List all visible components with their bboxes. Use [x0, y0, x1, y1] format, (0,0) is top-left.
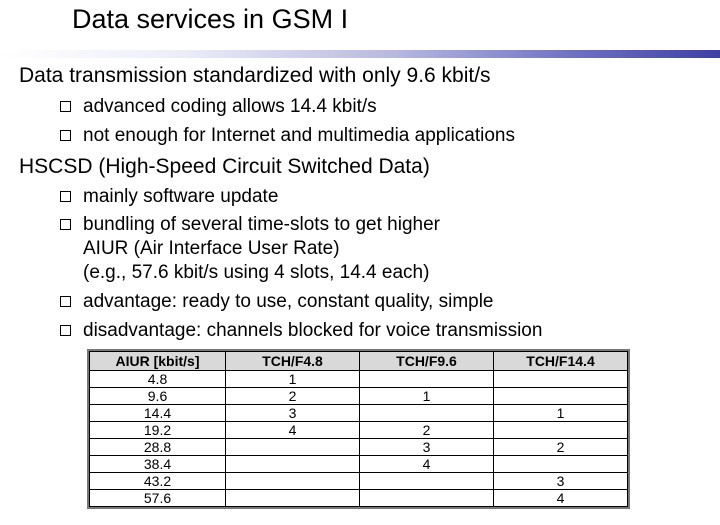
sub-bullet-bundling: bundling of several time-slots to get hi…: [60, 213, 440, 285]
checkbox-bullet-icon: [60, 191, 71, 202]
table-cell: [359, 472, 494, 490]
sub-bullet-text: bundling of several time-slots to get hi…: [83, 213, 440, 285]
table-row: 19.2 4 2: [89, 421, 628, 439]
sub-bullet-advantage: advantage: ready to use, constant qualit…: [60, 290, 494, 314]
sub-bullet-disadvantage: disadvantage: channels blocked for voice…: [60, 319, 542, 343]
bullet-hscsd: HSCSD (High-Speed Circuit Switched Data): [19, 155, 430, 178]
table-cell: 1: [225, 370, 360, 388]
table-row: 57.6 4: [89, 489, 628, 507]
table-cell: 2: [493, 438, 628, 456]
table-cell: 57.6: [89, 489, 226, 507]
table-cell: [225, 438, 360, 456]
table-row: 4.8 1: [89, 370, 628, 388]
sub-bullet-text: disadvantage: channels blocked for voice…: [83, 320, 543, 341]
table-cell: [359, 404, 494, 422]
table-row: 43.2 3: [89, 472, 628, 490]
table-cell: 9.6: [89, 387, 226, 405]
bundling-line-2: AIUR (Air Interface User Rate): [83, 238, 340, 259]
checkbox-bullet-icon: [60, 325, 71, 336]
sub-bullet-not-enough: not enough for Internet and multimedia a…: [60, 124, 515, 148]
table-cell: [225, 489, 360, 507]
sub-bullet-text: not enough for Internet and multimedia a…: [83, 125, 515, 146]
table-cell: 4: [493, 489, 628, 507]
table-row: 9.6 2 1: [89, 387, 628, 405]
table-cell: 14.4: [89, 404, 226, 422]
table-header-cell: TCH/F4.8: [225, 351, 360, 371]
sub-bullet-text: advantage: ready to use, constant qualit…: [83, 291, 494, 312]
checkbox-bullet-icon: [60, 130, 71, 141]
title-gradient-bar: [0, 50, 720, 58]
sub-bullet-software-update: mainly software update: [60, 185, 278, 209]
slide-title: Data services in GSM I: [72, 4, 349, 34]
aiur-slots-table: AIUR [kbit/s] TCH/F4.8 TCH/F9.6 TCH/F14.…: [87, 349, 630, 509]
table-cell: 1: [359, 387, 494, 405]
table-row: 14.4 3 1: [89, 404, 628, 422]
table-header-cell: AIUR [kbit/s]: [89, 351, 226, 371]
checkbox-bullet-icon: [60, 219, 71, 230]
table-header-cell: TCH/F9.6: [359, 351, 494, 371]
table-cell: 4.8: [89, 370, 226, 388]
bullet-data-transmission: Data transmission standardized with only…: [19, 64, 491, 87]
bundling-line-3: (e.g., 57.6 kbit/s using 4 slots, 14.4 e…: [83, 262, 430, 283]
table-header-cell: TCH/F14.4: [493, 351, 628, 371]
table-cell: [493, 421, 628, 439]
sub-bullet-text: mainly software update: [83, 186, 279, 207]
table-cell: 4: [359, 455, 494, 473]
sub-bullet-text: advanced coding allows 14.4 kbit/s: [83, 96, 377, 117]
table-cell: [359, 370, 494, 388]
sub-bullet-advanced-coding: advanced coding allows 14.4 kbit/s: [60, 95, 377, 119]
table-cell: 19.2: [89, 421, 226, 439]
table-cell: 38.4: [89, 455, 226, 473]
table-cell: 2: [225, 387, 360, 405]
table-cell: 2: [359, 421, 494, 439]
table-cell: 28.8: [89, 438, 226, 456]
table-cell: [493, 387, 628, 405]
table-cell: [493, 370, 628, 388]
table-cell: 4: [225, 421, 360, 439]
table-cell: 1: [493, 404, 628, 422]
table-header-row: AIUR [kbit/s] TCH/F4.8 TCH/F9.6 TCH/F14.…: [89, 351, 628, 371]
table-cell: 3: [493, 472, 628, 490]
table-cell: 3: [359, 438, 494, 456]
table-cell: [225, 455, 360, 473]
table-row: 28.8 3 2: [89, 438, 628, 456]
table-cell: 43.2: [89, 472, 226, 490]
checkbox-bullet-icon: [60, 296, 71, 307]
checkbox-bullet-icon: [60, 101, 71, 112]
table-row: 38.4 4: [89, 455, 628, 473]
bundling-line-1: bundling of several time-slots to get hi…: [83, 214, 440, 235]
table-cell: [225, 472, 360, 490]
table-cell: 3: [225, 404, 360, 422]
table-cell: [359, 489, 494, 507]
table-cell: [493, 455, 628, 473]
